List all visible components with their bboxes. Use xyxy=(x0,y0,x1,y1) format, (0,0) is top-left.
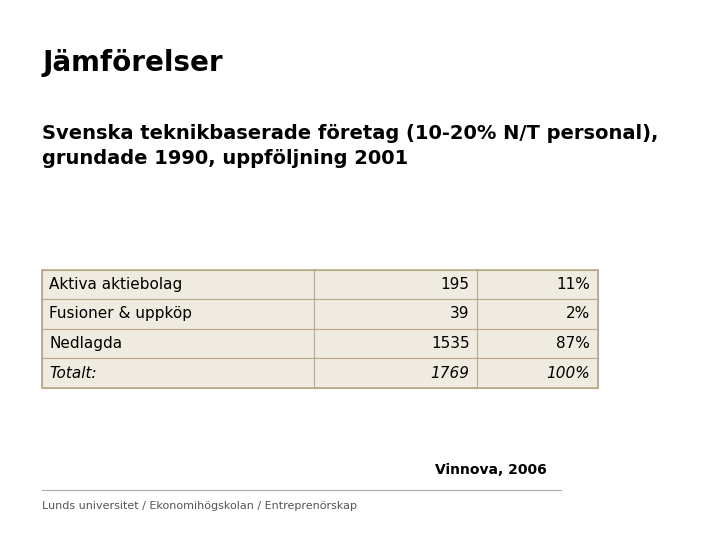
Text: Nedlagda: Nedlagda xyxy=(50,336,123,351)
Text: Jämförelser: Jämförelser xyxy=(43,49,223,77)
Text: 87%: 87% xyxy=(557,336,591,351)
Text: 2%: 2% xyxy=(566,307,591,321)
Text: Vinnova, 2006: Vinnova, 2006 xyxy=(435,463,547,477)
Text: Aktiva aktiebolag: Aktiva aktiebolag xyxy=(50,277,183,292)
FancyBboxPatch shape xyxy=(43,329,598,358)
Text: Svenska teknikbaserade företag (10-20% N/T personal),
grundade 1990, uppföljning: Svenska teknikbaserade företag (10-20% N… xyxy=(43,124,659,168)
Text: Fusioner & uppköp: Fusioner & uppköp xyxy=(50,307,193,321)
Text: Lunds universitet / Ekonomihögskolan / Entreprenörskap: Lunds universitet / Ekonomihögskolan / E… xyxy=(43,501,357,512)
Text: 39: 39 xyxy=(450,307,469,321)
Text: 1769: 1769 xyxy=(430,366,469,381)
Text: Totalt:: Totalt: xyxy=(50,366,97,381)
Text: 11%: 11% xyxy=(557,277,591,292)
FancyBboxPatch shape xyxy=(43,299,598,329)
Text: 195: 195 xyxy=(440,277,469,292)
FancyBboxPatch shape xyxy=(43,270,598,299)
Text: 100%: 100% xyxy=(547,366,591,381)
FancyBboxPatch shape xyxy=(43,358,598,388)
Text: 1535: 1535 xyxy=(431,336,469,351)
